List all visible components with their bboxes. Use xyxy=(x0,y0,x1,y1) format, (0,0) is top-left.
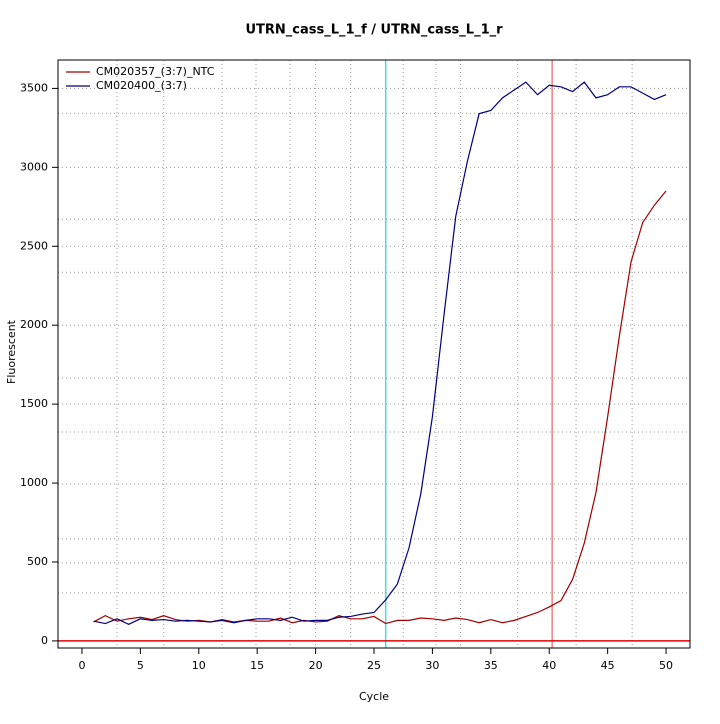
plot-frame xyxy=(57,59,691,649)
y-tick-label: 2500 xyxy=(20,239,48,252)
x-tick-label: 35 xyxy=(484,659,498,672)
y-tick-label: 2000 xyxy=(20,318,48,331)
x-tick-label: 25 xyxy=(367,659,381,672)
x-tick-label: 0 xyxy=(78,659,85,672)
x-tick-label: 40 xyxy=(542,659,556,672)
y-tick-label: 0 xyxy=(41,634,48,647)
x-tick-label: 50 xyxy=(659,659,673,672)
series-line xyxy=(93,81,667,625)
x-tick-label: 15 xyxy=(250,659,264,672)
chart-title: UTRN_cass_L_1_f / UTRN_cass_L_1_r xyxy=(245,23,503,38)
y-tick-label: 1000 xyxy=(20,476,48,489)
x-tick-label: 20 xyxy=(309,659,323,672)
x-axis-label: Cycle xyxy=(359,690,389,703)
series-line xyxy=(93,190,667,625)
y-tick-label: 500 xyxy=(27,555,48,568)
y-tick-label: 3500 xyxy=(20,81,48,94)
x-tick-label: 30 xyxy=(425,659,439,672)
legend-label: CM020357_(3:7)_NTC xyxy=(96,65,215,78)
x-tick-label: 10 xyxy=(192,659,206,672)
y-tick-label: 3000 xyxy=(20,160,48,173)
y-tick-label: 1500 xyxy=(20,397,48,410)
y-axis-label: Fluorescent xyxy=(5,319,18,384)
legend-label: CM020400_(3:7) xyxy=(96,79,187,92)
x-tick-label: 5 xyxy=(137,659,144,672)
x-tick-label: 45 xyxy=(601,659,615,672)
